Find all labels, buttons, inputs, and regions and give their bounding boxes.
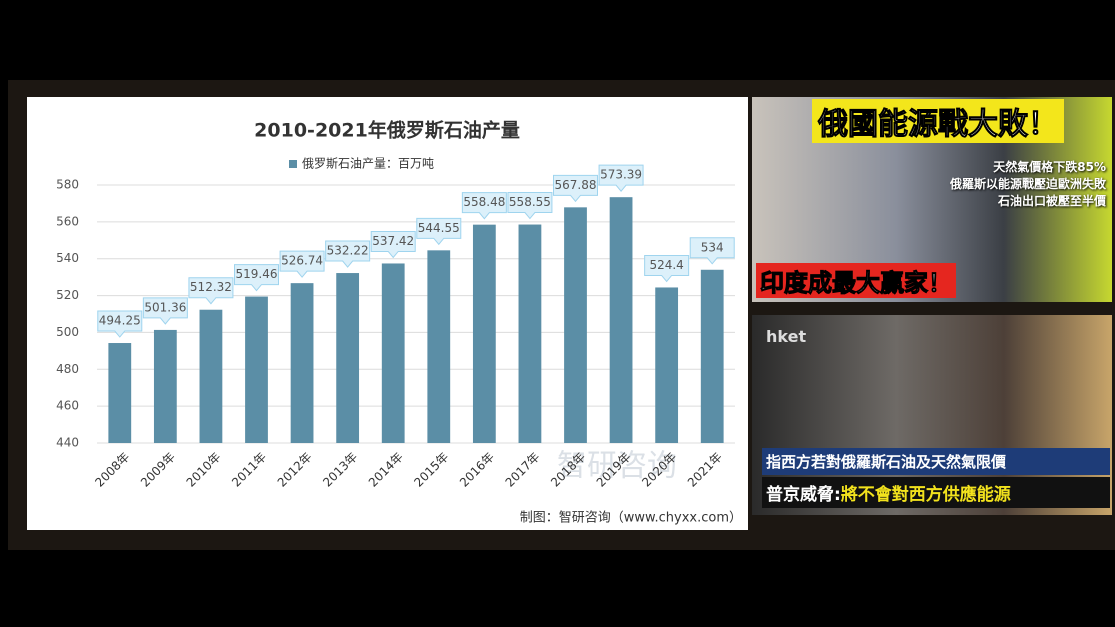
chart: 2010-2021年俄罗斯石油产量 俄罗斯石油产量：百万吨 智研咨询 制图：智研…: [56, 119, 742, 526]
source: 制图：智研咨询（www.chyxx.com）: [520, 511, 742, 526]
thumbnail[interactable]: 俄國能源戰大敗！ 天然氣價格下跌85% 俄羅斯以能源戰壓迫歐洲失敗 石油出口被壓…: [752, 97, 1112, 302]
x-tick-label: 2017年: [503, 450, 543, 490]
bar: [199, 309, 223, 443]
data-label-box: [279, 250, 325, 278]
y-tick-label: 580: [56, 178, 79, 192]
data-label-box: [461, 192, 507, 220]
x-tick-label: 2008年: [92, 450, 132, 490]
caption: 指西方若對俄羅斯石油及天然氣限價: [762, 448, 1110, 475]
data-label-box: [416, 217, 462, 246]
bar: [427, 250, 451, 443]
data-label-box: [370, 230, 416, 259]
line: 天然氣價格下跌85%: [993, 160, 1106, 174]
data-label: 526.74: [281, 254, 323, 268]
x-tick-label: 2016年: [457, 450, 497, 490]
x-tick-label: 2015年: [411, 450, 451, 490]
x-tick-label: 2013年: [320, 450, 360, 490]
data-label-box: [598, 164, 644, 192]
data-label: 534: [701, 240, 724, 254]
bar: [381, 263, 405, 443]
bar: [290, 283, 314, 443]
bar: [655, 287, 679, 443]
y-tick-label: 540: [56, 251, 79, 265]
data-label: 494.25: [99, 314, 141, 328]
chart-panel: 2010-2021年俄罗斯石油产量 俄罗斯石油产量：百万吨 智研咨询 制图：智研…: [27, 97, 748, 530]
speaker: 普京威脅:: [766, 485, 841, 505]
data-label: 544.55: [418, 221, 460, 235]
y-tick-label: 520: [56, 288, 79, 302]
headline: 俄國能源戰大敗！: [812, 99, 1064, 143]
x-tick-label: 2014年: [366, 450, 406, 490]
bar: [564, 207, 587, 443]
bar: [336, 273, 360, 443]
legend-swatch: [289, 160, 297, 168]
watermark: 智研咨询: [557, 449, 677, 484]
data-label: 519.46: [236, 267, 278, 281]
y-tick-label: 460: [56, 399, 79, 413]
y-tick-label: 480: [56, 362, 79, 376]
data-label: 567.88: [555, 178, 597, 192]
bar: [518, 224, 542, 443]
x-tick-label: 2010年: [184, 450, 224, 490]
thumbnail[interactable]: hket 指西方若對俄羅斯石油及天然氣限價 普京威脅:將不會對西方供應能源: [752, 315, 1112, 515]
legend-label: 俄罗斯石油产量：百万吨: [302, 157, 434, 171]
bar: [153, 329, 177, 443]
data-label-box: [553, 174, 598, 203]
x-tick-label: 2011年: [229, 450, 269, 490]
bar: [609, 197, 633, 443]
data-label-box: [644, 254, 690, 283]
data-label: 501.36: [144, 300, 186, 314]
y-tick-label: 440: [56, 436, 79, 450]
x-tick-label: 2021年: [685, 450, 725, 490]
data-label-box: [188, 277, 234, 305]
data-label: 573.39: [600, 168, 642, 182]
data-label: 512.32: [190, 280, 232, 294]
data-label-box: [142, 297, 188, 325]
quote-bar: 普京威脅:將不會對西方供應能源: [762, 477, 1110, 508]
bar: [700, 269, 724, 443]
chart-title: 2010-2021年俄罗斯石油产量: [254, 119, 520, 142]
y-tick-label: 500: [56, 325, 79, 339]
line: 石油出口被壓至半價: [997, 194, 1106, 208]
y-tick-label: 560: [56, 214, 79, 228]
data-label: 558.48: [463, 195, 505, 209]
data-label: 524.4: [649, 258, 683, 272]
bar: [108, 343, 132, 443]
data-label-box: [689, 237, 735, 265]
data-label: 537.42: [372, 234, 414, 248]
quote: 將不會對西方供應能源: [840, 485, 1011, 505]
bar: [245, 296, 268, 443]
x-tick-label: 2009年: [138, 450, 178, 490]
subtext: 天然氣價格下跌85% 俄羅斯以能源戰壓迫歐洲失敗 石油出口被壓至半價: [950, 159, 1106, 210]
data-label: 532.22: [327, 244, 369, 258]
line: 俄羅斯以能源戰壓迫歐洲失敗: [949, 177, 1106, 191]
data-label-box: [325, 240, 371, 268]
brand: hket: [766, 327, 807, 346]
data-label-box: [234, 264, 279, 292]
x-tick-label: 2012年: [275, 450, 315, 490]
data-label: 558.55: [509, 195, 551, 209]
data-label-box: [97, 310, 143, 338]
data-label-box: [507, 192, 553, 220]
footer: 印度成最大贏家！: [756, 263, 956, 298]
bar: [472, 224, 496, 443]
